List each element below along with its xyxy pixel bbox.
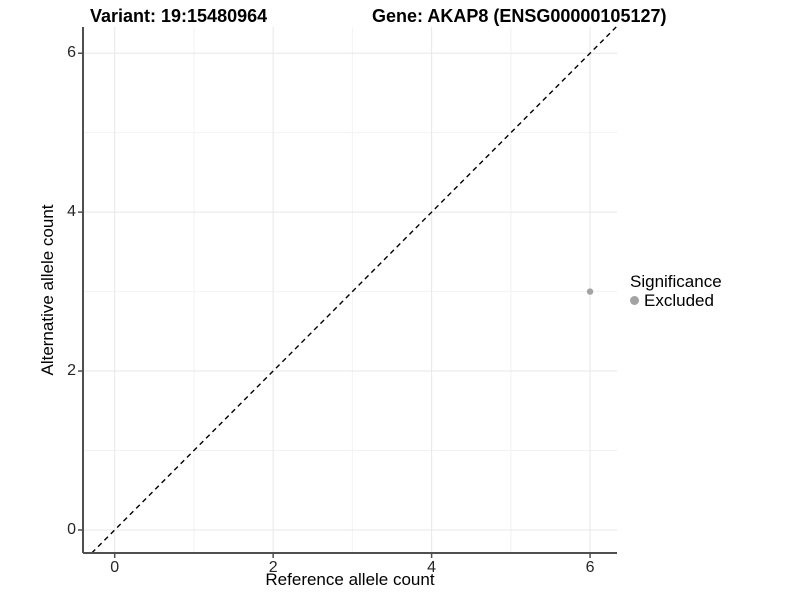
variant-title: Variant: 19:15480964 <box>90 6 268 26</box>
y-tick-label: 6 <box>67 44 76 62</box>
legend-item-excluded: Excluded <box>630 291 722 310</box>
y-axis-title: Alternative allele count <box>38 204 57 376</box>
plot-panel <box>78 26 617 558</box>
legend-item-label: Excluded <box>644 291 714 310</box>
gene-title: Gene: AKAP8 (ENSG00000105127) <box>372 6 667 26</box>
plot-canvas <box>78 26 617 558</box>
legend: Significance Excluded <box>630 272 722 310</box>
x-tick-label: 2 <box>268 559 278 576</box>
y-tick-label: 2 <box>67 362 76 380</box>
y-tick-label: 4 <box>67 203 76 221</box>
x-tick-label: 4 <box>427 559 437 576</box>
y-tick-label: 0 <box>67 520 76 538</box>
identity-line <box>91 26 617 554</box>
x-tick-label: 6 <box>585 559 595 576</box>
legend-title: Significance <box>630 272 722 291</box>
x-axis-title: Reference allele count <box>265 570 435 589</box>
x-tick-label: 0 <box>110 559 120 576</box>
data-point <box>586 288 594 295</box>
excluded-point-icon <box>630 296 639 305</box>
